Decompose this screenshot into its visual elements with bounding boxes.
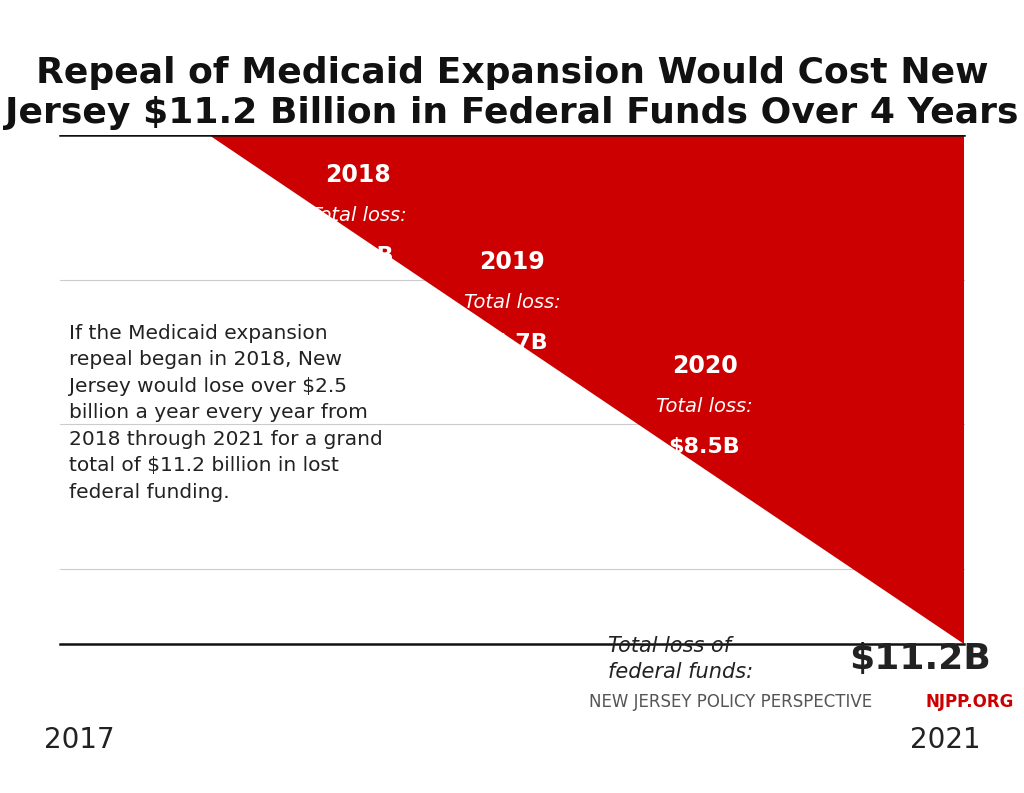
Text: 2017: 2017 — [44, 726, 114, 754]
Text: $11.2B: $11.2B — [849, 642, 990, 676]
Text: $8.5B: $8.5B — [669, 438, 740, 458]
Polygon shape — [209, 135, 965, 644]
Text: NJPP.ORG: NJPP.ORG — [926, 693, 1015, 711]
Text: $5.7B: $5.7B — [476, 333, 548, 353]
Text: Total loss:: Total loss: — [309, 206, 407, 225]
Text: $2.9B: $2.9B — [323, 247, 394, 266]
Text: Total loss of
federal funds:: Total loss of federal funds: — [608, 635, 754, 682]
Text: 2021: 2021 — [910, 726, 980, 754]
Text: Total loss:: Total loss: — [464, 293, 560, 312]
Text: Repeal of Medicaid Expansion Would Cost New
Jersey $11.2 Billion in Federal Fund: Repeal of Medicaid Expansion Would Cost … — [5, 56, 1019, 130]
Text: If the Medicaid expansion
repeal began in 2018, New
Jersey would lose over $2.5
: If the Medicaid expansion repeal began i… — [70, 324, 383, 502]
Text: 2018: 2018 — [325, 163, 391, 187]
Text: 2020: 2020 — [672, 354, 737, 378]
Text: 2019: 2019 — [479, 250, 545, 274]
Text: Total loss:: Total loss: — [656, 397, 753, 416]
Text: NEW JERSEY POLICY PERSPECTIVE: NEW JERSEY POLICY PERSPECTIVE — [589, 693, 872, 711]
